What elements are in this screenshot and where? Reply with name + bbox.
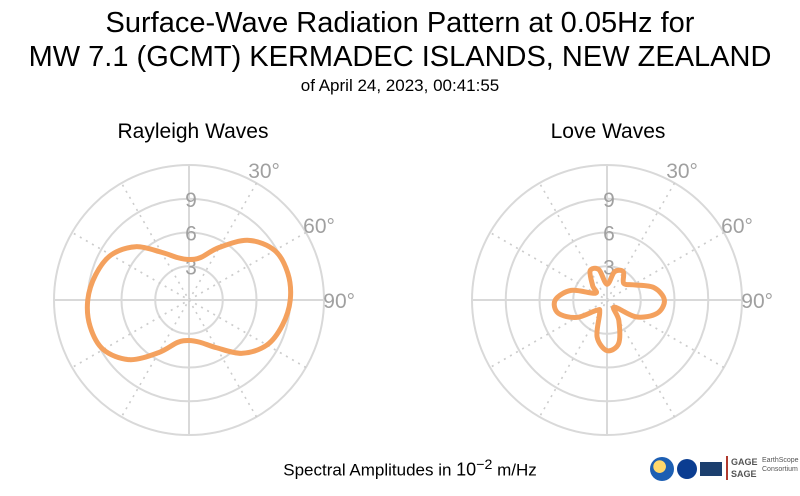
footer-exponent: −2: [476, 457, 493, 473]
rayleigh-gridline-150: [120, 182, 258, 418]
chart-title-line-1: Surface-Wave Radiation Pattern at 0.05Hz…: [105, 7, 695, 39]
nasa-logo-icon: [677, 459, 697, 479]
gage-sage-logo: GAGE SAGE: [726, 456, 759, 480]
love-gridline-150: [538, 182, 676, 418]
chart-subtitle: of April 24, 2023, 00:41:55: [300, 76, 500, 95]
love-pattern-curve-0: [551, 265, 667, 354]
rayleigh-angle-tick-label-60: 60°: [303, 215, 335, 238]
rayleigh-radial-tick-label-3: 3: [185, 256, 197, 279]
love-angle-tick-label-90: 90°: [741, 290, 773, 313]
love-radial-tick-label-6: 6: [603, 223, 615, 246]
usgs-logo-icon: [700, 462, 722, 476]
footer-units: Spectral Amplitudes in 10−2 m/Hz: [0, 454, 800, 482]
nsf-logo-icon: [650, 457, 674, 481]
rayleigh-radial-tick-label-9: 9: [185, 189, 197, 212]
rayleigh-angle-tick-label-90: 90°: [323, 290, 355, 313]
footer-text: Spectral Amplitudes in: [283, 460, 457, 480]
consortium-logo-text: Consortium: [762, 466, 798, 473]
chart-title-line-2: MW 7.1 (GCMT) KERMADEC ISLANDS, NEW ZEAL…: [28, 41, 772, 73]
love-radial-tick-label-3: 3: [603, 256, 615, 279]
gage-logo-text: GAGE: [731, 457, 758, 467]
love-panel-title: Love Waves: [550, 120, 666, 143]
rayleigh-panel-title: Rayleigh Waves: [117, 120, 269, 143]
earthscope-logo-text: EarthScope: [762, 457, 799, 464]
earthscope-logo: EarthScope Consortium: [762, 456, 799, 474]
rayleigh-angle-tick-label-30: 30°: [248, 160, 280, 183]
footer-base: 10: [456, 459, 477, 480]
sage-logo-text: SAGE: [731, 469, 757, 479]
love-radial-tick-label-9: 9: [603, 189, 615, 212]
sponsor-logos: GAGE SAGE EarthScope Consortium: [650, 455, 799, 485]
rayleigh-radial-tick-label-6: 6: [185, 223, 197, 246]
footer-unit: m/Hz: [492, 460, 537, 480]
rayleigh-pattern-curve-0: [84, 237, 294, 363]
love-angle-tick-label-60: 60°: [721, 215, 753, 238]
love-angle-tick-label-30: 30°: [666, 160, 698, 183]
